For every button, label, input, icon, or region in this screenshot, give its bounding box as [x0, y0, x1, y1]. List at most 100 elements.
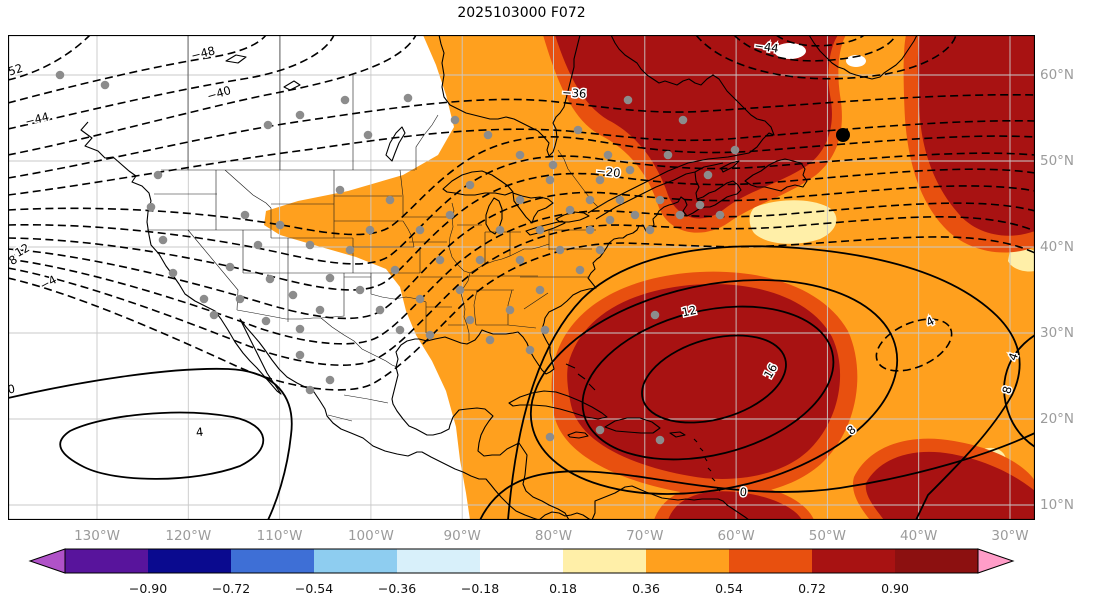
station-dot: [630, 210, 640, 220]
station-dot: [345, 245, 355, 255]
contour-label: 0: [8, 382, 16, 397]
station-dot: [403, 93, 413, 103]
fill-verystrong-south-tail: [668, 491, 802, 520]
colorbar-segment: [729, 549, 812, 573]
contour-zero-east: [479, 432, 1036, 521]
station-dot: [603, 150, 613, 160]
colorbar-tick-label: −0.18: [461, 581, 499, 596]
station-dot: [199, 294, 209, 304]
highlight-dot: [836, 128, 850, 142]
station-dot: [595, 245, 605, 255]
fill-weak-patch: [1008, 248, 1035, 272]
contour-neg-44: [7, 34, 335, 130]
contour-neg-closed-low: [875, 318, 953, 372]
station-dot: [325, 273, 335, 283]
station-dot: [153, 170, 163, 180]
station-dot: [375, 305, 385, 315]
station-dot: [650, 310, 660, 320]
contours-negative: [7, 34, 1036, 391]
station-dot: [565, 205, 575, 215]
station-dot: [505, 305, 515, 315]
lakes: [225, 54, 590, 236]
contour-neg-4: [7, 236, 1036, 391]
station-dot: [585, 195, 595, 205]
coastline-hudson-bay: [438, 34, 581, 157]
coastline-stlawrence: [587, 152, 750, 220]
contour-label: −48: [190, 43, 217, 62]
x-tick-label: 100°W: [347, 528, 394, 544]
station-dot: [209, 310, 219, 320]
station-dot: [365, 225, 375, 235]
x-tick-label: 120°W: [165, 528, 212, 544]
station-dot: [655, 435, 665, 445]
station-dot: [540, 325, 550, 335]
station-dot: [240, 210, 250, 220]
contour-neg-24: [7, 152, 1036, 265]
contour-neg-44-arctic: [733, 34, 897, 62]
station-dot: [605, 215, 615, 225]
x-tick-label: 130°W: [74, 528, 120, 544]
contour-label: −36: [562, 85, 587, 101]
station-dot: [585, 225, 595, 235]
station-dot: [615, 195, 625, 205]
station-dot: [545, 175, 555, 185]
colorbar-segment: [646, 549, 729, 573]
contour-8-east-edge: [1003, 334, 1036, 448]
plot-title: 2025103000 F072: [457, 5, 586, 21]
station-dot: [730, 145, 740, 155]
station-dot: [623, 95, 633, 105]
station-dot: [340, 95, 350, 105]
coastline-newfoundland: [720, 158, 808, 192]
x-tick-label: 90°W: [443, 528, 481, 544]
contour-label: 12: [681, 303, 698, 320]
contour-neg-40: [7, 34, 417, 156]
station-dot: [535, 225, 545, 235]
contour-neg-40-arctic: [695, 34, 957, 80]
x-tick-label: 80°W: [534, 528, 573, 544]
station-dot: [225, 262, 235, 272]
station-dot: [265, 274, 275, 284]
station-dot: [678, 115, 688, 125]
station-dot: [305, 240, 315, 250]
fill-verystrong-southeast: [865, 451, 1035, 520]
y-tick-label: 20°N: [1040, 411, 1075, 427]
contour-neg-12: [7, 202, 1036, 345]
station-dot: [595, 425, 605, 435]
colorbar-tick-label: −0.36: [378, 581, 416, 596]
colorbar-segment: [480, 549, 563, 573]
station-dot: [535, 285, 545, 295]
station-dot: [548, 160, 558, 170]
colorbar-segment: [314, 549, 397, 573]
station-dot: [483, 130, 493, 140]
map-axes: −52 −48 −44 −40 −36 −44 −20 −12 −8 −4 0 4 12 16 8 4 8 4 0: [0, 34, 1036, 521]
station-dot: [158, 235, 168, 245]
coastline-labrador: [610, 34, 775, 154]
x-tick-label: 30°W: [991, 528, 1029, 544]
station-dot: [325, 375, 335, 385]
colorbar-segment: [812, 549, 895, 573]
contour-neg-48: [7, 34, 267, 104]
station-dot: [515, 255, 525, 265]
colorbar-tick-label: −0.72: [212, 581, 250, 596]
station-dot: [146, 202, 156, 212]
colorbar-segment: [65, 549, 148, 573]
x-axis-tick-labels: 130°W 120°W 110°W 100°W 90°W 80°W 70°W 60°W 50°W…: [0, 528, 1105, 548]
contours-positive: [7, 245, 1036, 521]
contour-label: 4: [195, 425, 204, 440]
contour-4-west: [59, 411, 265, 480]
colorbar-extend-right: [977, 548, 1015, 574]
station-dot: [455, 285, 465, 295]
station-dot: [295, 350, 305, 360]
x-tick-label: 50°W: [808, 528, 847, 544]
colorbar-segment: [563, 549, 646, 573]
fill-weak-patch: [749, 200, 837, 244]
station-dot: [295, 110, 305, 120]
white-spot: [846, 55, 866, 67]
station-dot: [390, 265, 400, 275]
station-dot: [465, 315, 475, 325]
station-dot: [425, 330, 435, 340]
station-dot: [295, 324, 305, 334]
contour-label: −44: [754, 38, 780, 55]
station-dot: [655, 195, 665, 205]
